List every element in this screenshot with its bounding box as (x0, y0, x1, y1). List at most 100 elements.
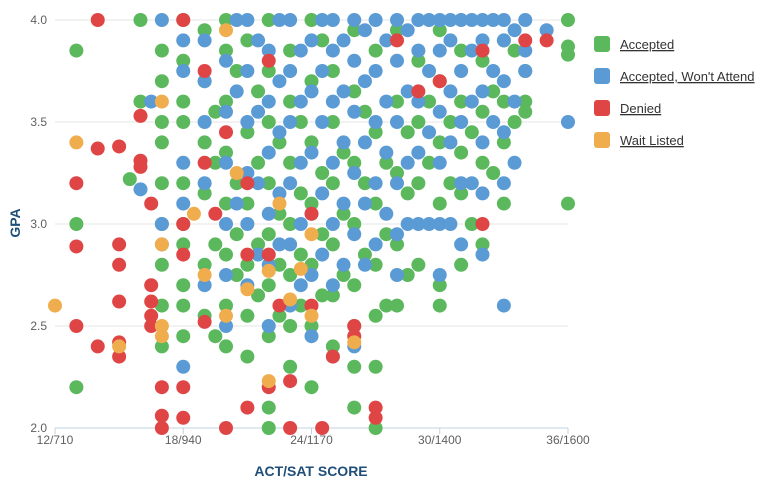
point-s0-70 (283, 43, 298, 58)
point-s0-56 (251, 288, 266, 303)
point-s0-115 (368, 257, 383, 272)
point-s1-134 (464, 13, 479, 27)
point-s0-159 (496, 135, 511, 150)
point-s1-16 (219, 104, 233, 119)
point-s1-31 (251, 104, 266, 119)
point-s0-74 (283, 268, 298, 282)
point-s0-81 (304, 13, 319, 27)
point-s0-112 (368, 43, 383, 58)
point-s0-55 (251, 237, 266, 252)
point-s0-93 (325, 115, 340, 129)
point-s0-46 (229, 268, 244, 282)
point-s1-147 (496, 13, 511, 27)
point-s3-14 (261, 263, 276, 278)
point-s1-14 (197, 278, 212, 293)
point-s3-1 (69, 135, 84, 150)
point-s0-38 (219, 145, 233, 160)
legend-label-3[interactable]: Wait Listed (620, 133, 684, 148)
point-s1-72 (325, 278, 340, 293)
point-s1-48 (283, 176, 298, 191)
point-s0-85 (304, 257, 319, 272)
point-s1-71 (325, 217, 340, 231)
point-s2-7 (112, 237, 127, 252)
point-s1-79 (347, 13, 362, 27)
point-s0-121 (379, 298, 394, 313)
point-s3-7 (186, 206, 201, 221)
point-s1-15 (219, 53, 233, 68)
point-s0-9 (154, 135, 169, 150)
point-s2-57 (539, 33, 554, 48)
point-s0-31 (208, 104, 223, 119)
point-s0-6 (154, 43, 169, 58)
series-1-points (133, 13, 575, 374)
x-axis-title: ACT/SAT SCORE (254, 463, 367, 479)
point-s0-22 (176, 278, 191, 293)
point-s2-19 (144, 319, 159, 333)
point-s1-1 (144, 94, 159, 109)
point-s0-76 (283, 359, 298, 374)
point-s0-158 (496, 94, 511, 109)
point-s0-152 (475, 104, 490, 119)
point-s1-85 (357, 23, 372, 38)
point-s1-140 (475, 84, 490, 99)
point-s0-50 (240, 257, 255, 272)
point-s2-42 (283, 421, 298, 435)
point-s1-141 (475, 135, 490, 150)
point-s0-109 (357, 104, 372, 119)
point-s1-49 (283, 237, 298, 252)
point-s0-97 (325, 339, 340, 354)
point-s3-18 (304, 308, 319, 323)
point-s3-11 (229, 166, 244, 180)
point-s1-9 (176, 359, 191, 374)
point-s1-109 (411, 13, 426, 27)
point-s1-75 (336, 84, 351, 99)
point-s0-102 (347, 84, 362, 99)
point-s1-111 (411, 94, 426, 109)
point-s3-17 (293, 261, 308, 276)
y-tick-label-2: 3.0 (30, 217, 47, 231)
legend-label-0[interactable]: Accepted (620, 37, 674, 52)
legend-label-2[interactable]: Denied (620, 101, 661, 116)
point-s0-60 (261, 176, 276, 191)
point-s2-30 (197, 314, 212, 329)
point-s1-37 (261, 206, 276, 221)
point-s1-123 (432, 268, 447, 282)
legend: Accepted Accepted, Won't Attend Denied Wait… (594, 36, 755, 148)
point-s1-12 (197, 115, 212, 129)
point-s3-12 (240, 282, 255, 297)
point-s2-50 (368, 410, 383, 425)
point-s0-119 (379, 155, 394, 170)
point-s3-3 (154, 94, 169, 109)
point-s0-124 (390, 166, 404, 180)
point-s1-132 (454, 176, 469, 191)
point-s2-52 (411, 84, 426, 99)
point-s0-123 (390, 94, 404, 109)
point-s0-21 (176, 237, 191, 252)
point-s0-132 (411, 176, 426, 191)
point-s0-146 (454, 145, 469, 160)
point-s0-12 (154, 257, 169, 272)
point-s1-96 (379, 94, 394, 109)
point-s2-22 (154, 421, 169, 435)
point-s1-26 (240, 115, 255, 129)
point-s0-58 (261, 64, 276, 78)
legend-swatch-2 (594, 100, 610, 116)
point-s0-92 (325, 64, 340, 78)
point-s0-5 (133, 13, 148, 27)
point-s0-135 (422, 155, 437, 170)
point-s0-90 (315, 227, 330, 242)
legend-label-1[interactable]: Accepted, Won't Attend (620, 69, 755, 84)
point-s1-81 (347, 104, 362, 119)
point-s0-141 (432, 298, 447, 313)
point-s0-98 (336, 145, 351, 160)
point-s1-6 (176, 64, 191, 78)
point-s0-75 (283, 319, 298, 333)
point-s0-24 (176, 329, 191, 344)
point-s3-9 (219, 23, 233, 38)
point-s0-77 (293, 115, 308, 129)
point-s2-14 (133, 159, 148, 174)
point-s0-64 (261, 400, 276, 415)
point-s2-47 (347, 319, 362, 333)
point-s1-69 (325, 94, 340, 109)
point-s2-9 (112, 294, 127, 309)
